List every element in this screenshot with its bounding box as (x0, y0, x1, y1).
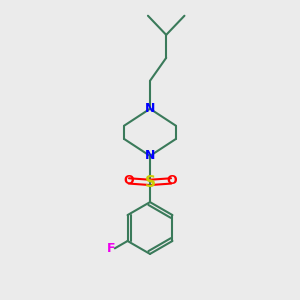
Text: O: O (166, 174, 176, 188)
Text: N: N (145, 102, 155, 115)
Text: N: N (145, 149, 155, 162)
Text: O: O (124, 174, 134, 188)
Text: S: S (145, 175, 155, 190)
Text: F: F (107, 242, 116, 255)
